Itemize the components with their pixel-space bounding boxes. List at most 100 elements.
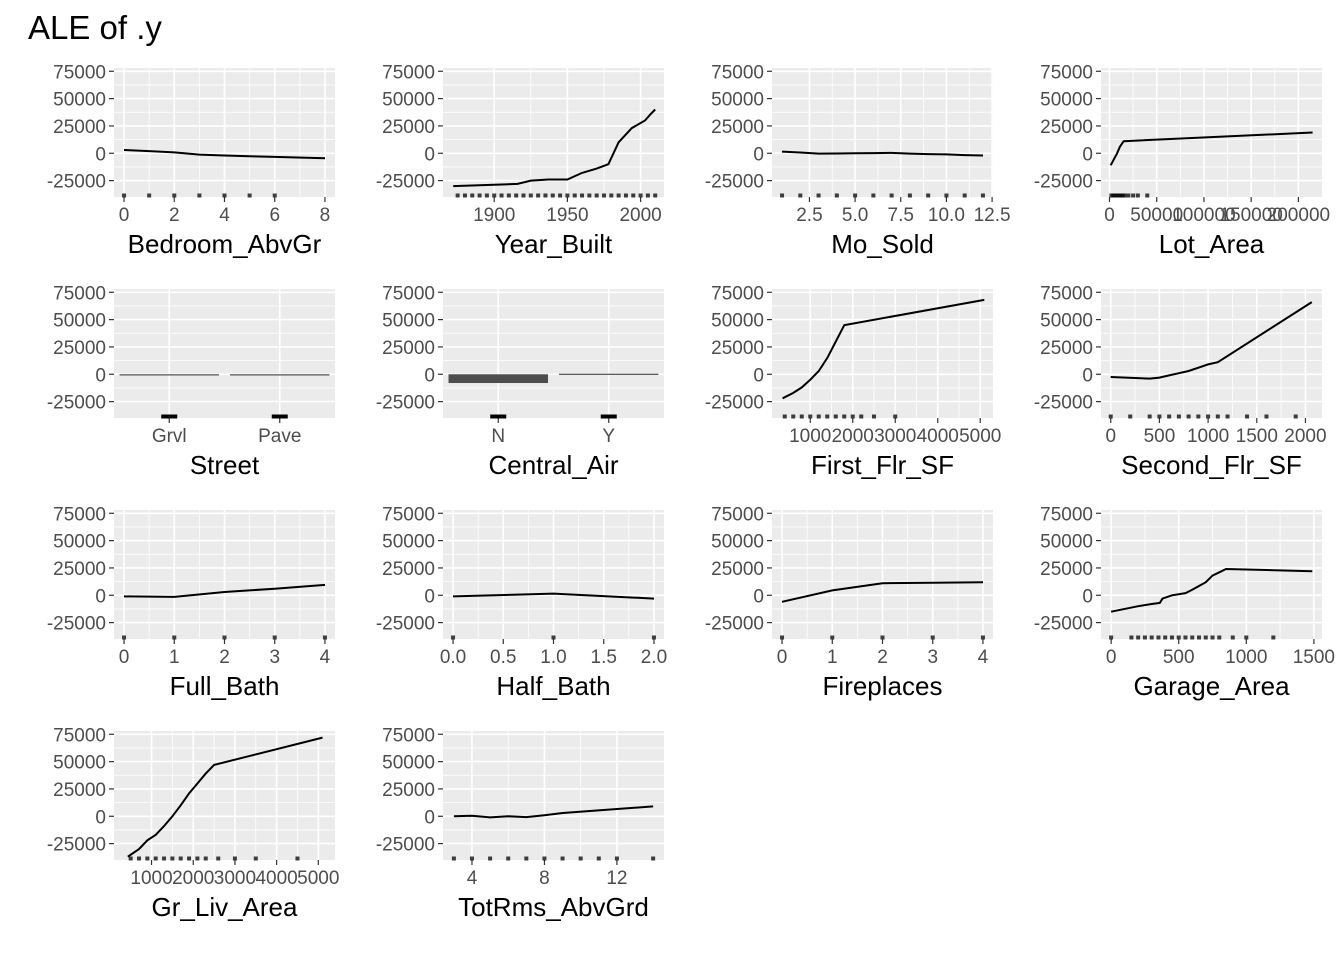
x-tick-label: 0.0 bbox=[440, 647, 466, 668]
ale-line bbox=[453, 108, 656, 188]
panel-half-bath: -25000 0 25000 50000 75000 0.0 0.5 1.0 1.5 2.0 Hal… bbox=[376, 504, 667, 701]
x-tick-label: 0 bbox=[119, 205, 130, 226]
y-tick-label: 50000 bbox=[53, 90, 106, 111]
ale-line bbox=[782, 298, 985, 400]
x-tick-label: 1900 bbox=[473, 205, 515, 226]
x-tick-label: 3000 bbox=[874, 426, 916, 447]
ale-line bbox=[127, 736, 323, 858]
y-tick-label: 0 bbox=[1082, 144, 1093, 165]
x-axis-title: Bedroom_AbvGr bbox=[128, 229, 322, 259]
y-tick-label: 50000 bbox=[382, 90, 435, 111]
y-tick-label: 75000 bbox=[382, 725, 435, 746]
x-tick-label: 4000 bbox=[917, 426, 959, 447]
panel-fireplaces: -25000 0 25000 50000 75000 0 1 2 3 4 Fireplaces bbox=[705, 504, 993, 701]
x-axis-title: TotRms_AbvGrd bbox=[458, 892, 649, 922]
panel-year-built: -25000 0 25000 50000 75000 1900 1950 2000 Year_B… bbox=[376, 62, 664, 259]
y-tick-label: 50000 bbox=[711, 90, 764, 111]
y-tick-label: 25000 bbox=[382, 559, 435, 580]
x-axis-title: Gr_Liv_Area bbox=[152, 892, 298, 922]
x-tick-label: 10.0 bbox=[928, 205, 965, 226]
x-tick-label: 50000 bbox=[1130, 205, 1183, 226]
x-tick-label: 0 bbox=[1106, 647, 1117, 668]
ale-line bbox=[452, 592, 655, 600]
y-tick-label: 75000 bbox=[53, 725, 106, 746]
y-tick-label: 75000 bbox=[382, 62, 435, 83]
y-tick-label: 25000 bbox=[711, 117, 764, 138]
x-tick-label: 2000 bbox=[172, 868, 214, 889]
y-tick-label: 75000 bbox=[53, 504, 106, 525]
panel-background bbox=[443, 731, 664, 860]
y-tick-label: 75000 bbox=[711, 283, 764, 304]
x-tick-label: 2 bbox=[169, 205, 180, 226]
panel-second-flr-sf: -25000 0 25000 50000 75000 0 500 1000 1500 2000 Se… bbox=[1034, 283, 1327, 480]
x-tick-label: 1500 bbox=[1236, 426, 1278, 447]
x-tick-label: 2000 bbox=[1284, 426, 1326, 447]
panel-background bbox=[443, 68, 664, 197]
panel-first-flr-sf: -25000 0 25000 50000 75000 1000 2000 3000 4000 50… bbox=[705, 283, 1002, 480]
x-tick-label: 100000 bbox=[1172, 205, 1235, 226]
y-tick-label: -25000 bbox=[47, 614, 106, 635]
y-tick-label: 0 bbox=[95, 365, 106, 386]
bar-n bbox=[448, 374, 548, 384]
x-axis-title: Central_Air bbox=[488, 450, 618, 480]
x-tick-label: 0.5 bbox=[490, 647, 516, 668]
y-tick-label: 75000 bbox=[53, 283, 106, 304]
x-tick-label: 1 bbox=[169, 647, 180, 668]
panel-street: -25000 0 25000 50000 75000 Grvl Pave Street bbox=[47, 283, 335, 480]
x-tick-label: 500 bbox=[1144, 426, 1176, 447]
x-tick-label: 1000 bbox=[789, 426, 831, 447]
y-tick-label: -25000 bbox=[1034, 172, 1093, 193]
y-tick-label: 25000 bbox=[53, 780, 106, 801]
panel-central-air: -25000 0 25000 50000 75000 N Y Central_Air bbox=[376, 283, 664, 480]
x-axis-title: Fireplaces bbox=[823, 671, 943, 701]
x-tick-label: 8 bbox=[539, 868, 550, 889]
y-tick-label: 0 bbox=[424, 144, 435, 165]
x-tick-label: 1000 bbox=[130, 868, 172, 889]
x-axis-title: Half_Bath bbox=[496, 671, 610, 701]
x-tick-label: 2.5 bbox=[796, 205, 822, 226]
y-tick-label: 50000 bbox=[711, 311, 764, 332]
x-axis-title: Lot_Area bbox=[1159, 229, 1265, 259]
y-tick-label: 25000 bbox=[53, 559, 106, 580]
y-tick-label: -25000 bbox=[705, 393, 764, 414]
x-tick-label: 1 bbox=[827, 647, 838, 668]
y-tick-label: 0 bbox=[1082, 365, 1093, 386]
y-tick-label: -25000 bbox=[47, 393, 106, 414]
x-tick-label: 5.0 bbox=[842, 205, 868, 226]
bar-y bbox=[559, 373, 659, 375]
y-tick-label: -25000 bbox=[705, 172, 764, 193]
y-tick-label: -25000 bbox=[47, 835, 106, 856]
y-tick-label: 75000 bbox=[382, 283, 435, 304]
y-tick-label: 25000 bbox=[382, 780, 435, 801]
ale-line bbox=[1109, 131, 1313, 166]
x-tick-label: 3 bbox=[269, 647, 280, 668]
x-tick-label: N bbox=[491, 426, 505, 447]
y-tick-label: 75000 bbox=[711, 62, 764, 83]
x-tick-label: 5000 bbox=[297, 868, 339, 889]
x-axis-title: Mo_Sold bbox=[831, 229, 934, 259]
x-tick-label: 200000 bbox=[1267, 205, 1330, 226]
y-tick-label: 50000 bbox=[53, 311, 106, 332]
x-tick-label: 3000 bbox=[214, 868, 256, 889]
x-tick-label: 0 bbox=[119, 647, 130, 668]
x-tick-label: 1000 bbox=[1187, 426, 1229, 447]
bar-pave bbox=[230, 374, 330, 376]
x-tick-label: 4 bbox=[467, 868, 478, 889]
y-tick-label: 0 bbox=[95, 807, 106, 828]
x-tick-label: 4 bbox=[320, 647, 331, 668]
ale-line bbox=[123, 583, 326, 598]
y-tick-label: -25000 bbox=[1034, 393, 1093, 414]
y-tick-label: 75000 bbox=[53, 62, 106, 83]
x-tick-label: Y bbox=[602, 426, 615, 447]
x-tick-label: 4000 bbox=[255, 868, 297, 889]
y-tick-label: 75000 bbox=[382, 504, 435, 525]
panel-background bbox=[1101, 68, 1322, 197]
y-tick-label: 50000 bbox=[382, 532, 435, 553]
x-tick-label: 1500 bbox=[1293, 647, 1335, 668]
panel-mo-sold: -25000 0 25000 50000 75000 2.5 5.0 7.5 10.0 12.5 M… bbox=[705, 62, 1011, 259]
y-tick-label: 50000 bbox=[382, 753, 435, 774]
x-axis-title: Second_Flr_SF bbox=[1121, 450, 1302, 480]
x-tick-label: 5000 bbox=[959, 426, 1001, 447]
